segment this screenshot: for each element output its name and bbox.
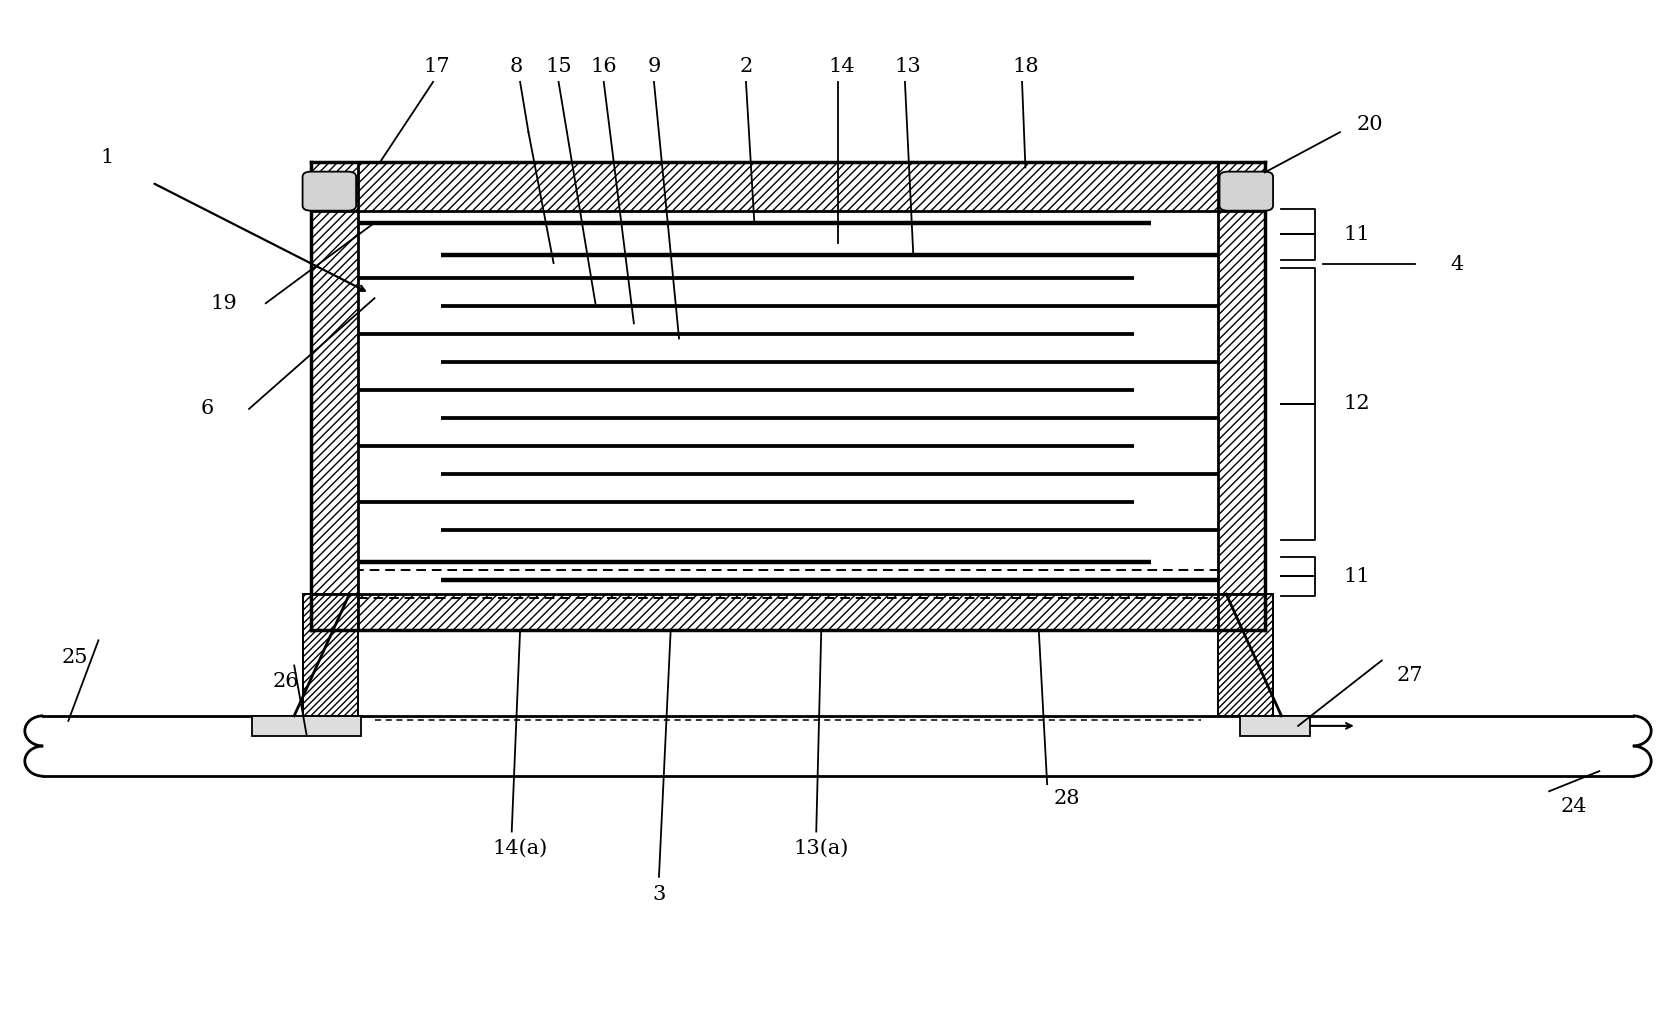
Text: 16: 16 bbox=[590, 58, 617, 77]
Bar bbox=[1218, 162, 1265, 631]
Bar bbox=[312, 594, 1265, 631]
FancyBboxPatch shape bbox=[303, 172, 355, 211]
Text: 26: 26 bbox=[273, 672, 298, 691]
Bar bbox=[312, 162, 357, 631]
Text: 19: 19 bbox=[211, 294, 238, 313]
Text: 14(a): 14(a) bbox=[493, 839, 548, 858]
Text: 8: 8 bbox=[510, 58, 523, 77]
Bar bbox=[357, 570, 1218, 598]
Text: 12: 12 bbox=[1344, 395, 1369, 414]
FancyBboxPatch shape bbox=[1220, 172, 1274, 211]
Text: 11: 11 bbox=[1344, 225, 1369, 244]
Bar bbox=[303, 594, 357, 715]
Text: 3: 3 bbox=[652, 886, 665, 904]
Text: 13: 13 bbox=[895, 58, 922, 77]
Text: 18: 18 bbox=[1012, 58, 1039, 77]
Text: 15: 15 bbox=[545, 58, 572, 77]
Text: 14: 14 bbox=[828, 58, 855, 77]
Bar bbox=[1218, 594, 1274, 715]
Text: 1: 1 bbox=[101, 148, 114, 166]
Bar bbox=[1240, 715, 1311, 736]
Text: 25: 25 bbox=[62, 648, 89, 667]
Text: 17: 17 bbox=[422, 58, 449, 77]
Bar bbox=[253, 715, 360, 736]
Text: 2: 2 bbox=[739, 58, 753, 77]
Text: 9: 9 bbox=[647, 58, 660, 77]
Text: 4: 4 bbox=[1450, 254, 1463, 273]
Bar bbox=[312, 162, 1265, 631]
Text: 28: 28 bbox=[1054, 789, 1081, 808]
Text: 13(a): 13(a) bbox=[793, 839, 850, 858]
Text: 24: 24 bbox=[1560, 797, 1587, 816]
Text: 11: 11 bbox=[1344, 567, 1369, 586]
Text: 27: 27 bbox=[1398, 666, 1423, 685]
Bar bbox=[312, 162, 1265, 211]
Text: 6: 6 bbox=[201, 400, 215, 419]
Text: 20: 20 bbox=[1358, 115, 1383, 133]
